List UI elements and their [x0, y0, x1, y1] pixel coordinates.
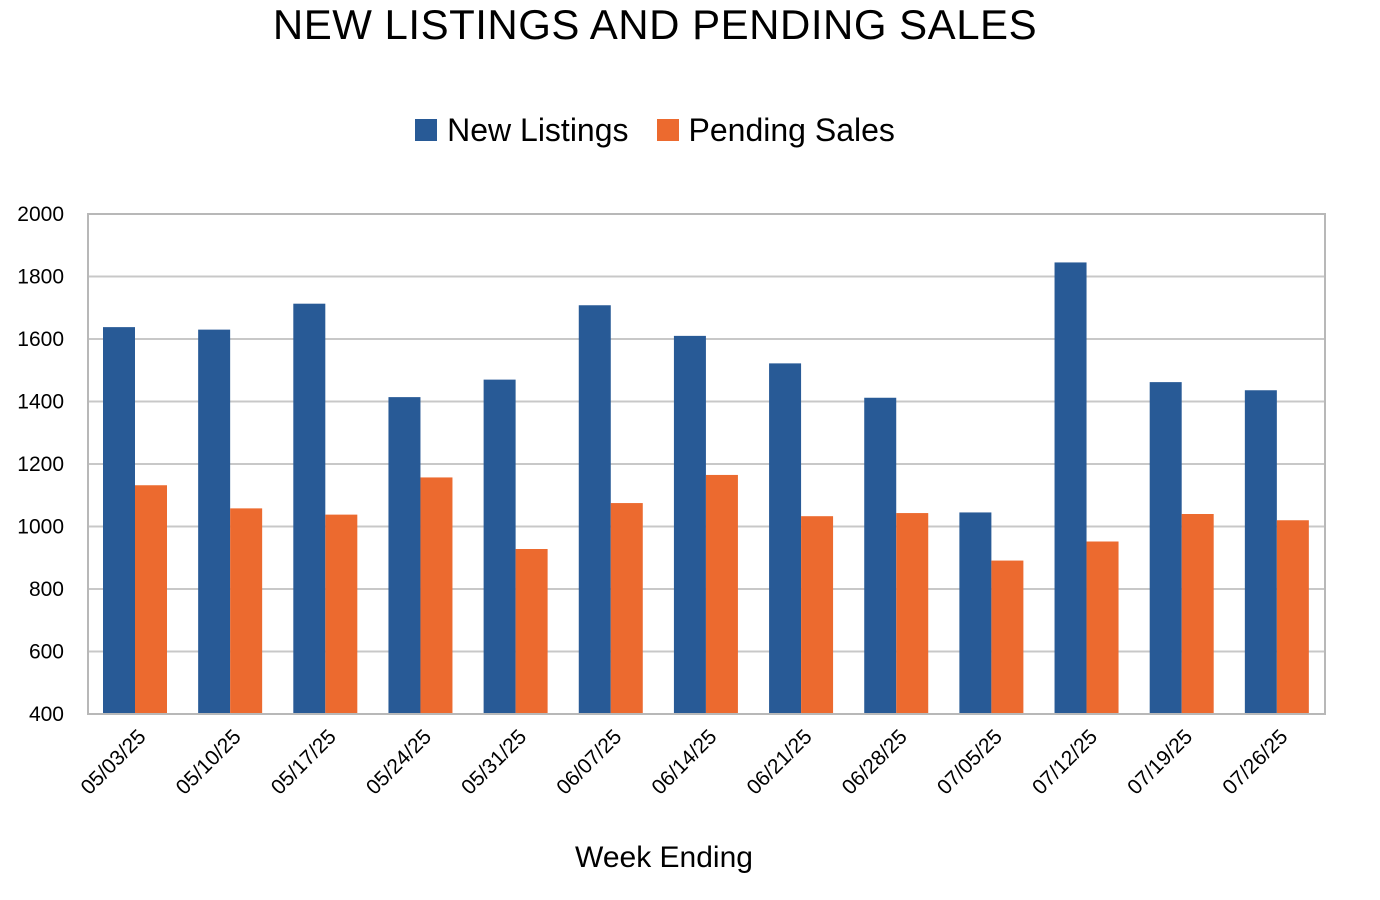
x-tick-label: 05/24/25 [362, 725, 436, 799]
bar-pending-sales [1086, 541, 1119, 714]
x-tick-label: 06/07/25 [552, 725, 626, 799]
chart-legend: New Listings Pending Sales [0, 110, 1310, 150]
y-tick-label: 1800 [17, 266, 64, 289]
bar-new-listings [388, 397, 421, 714]
legend-swatch-pending-sales [656, 119, 679, 141]
bar-new-listings [673, 335, 706, 714]
x-tick-label: 05/03/25 [76, 725, 150, 799]
bar-pending-sales [420, 477, 453, 714]
legend-label-pending-sales: Pending Sales [688, 112, 895, 148]
bars [103, 262, 1309, 714]
y-tick-labels: 400 600 800 1000 1200 1400 1600 1800 2000 [17, 203, 64, 726]
bar-new-listings [1244, 390, 1277, 714]
y-tick-label: 1400 [17, 391, 64, 414]
x-tick-label: 07/19/25 [1123, 725, 1197, 799]
x-tick-label: 07/12/25 [1028, 725, 1102, 799]
bar-pending-sales [325, 514, 358, 714]
x-tick-label: 05/31/25 [457, 725, 531, 799]
chart-title: NEW LISTINGS AND PENDING SALES [272, 1, 1038, 48]
x-tick-label: 07/26/25 [1218, 725, 1292, 799]
bar-pending-sales [705, 474, 738, 714]
x-tick-labels: 05/03/25 05/10/25 05/17/25 05/24/25 05/31/25… [76, 725, 1292, 799]
bar-new-listings [1149, 382, 1182, 714]
bar-new-listings [959, 512, 992, 714]
bar-pending-sales [515, 549, 548, 714]
y-tick-label: 600 [29, 641, 64, 664]
y-tick-label: 800 [29, 578, 64, 601]
bar-new-listings [293, 303, 326, 714]
bar-pending-sales [230, 508, 263, 714]
bar-new-listings [103, 327, 135, 714]
bar-pending-sales [1276, 520, 1309, 714]
bar-new-listings [198, 329, 231, 714]
x-tick-label: 05/10/25 [172, 725, 246, 799]
bar-new-listings [1054, 262, 1087, 714]
bar-pending-sales [610, 503, 643, 714]
bar-new-listings [483, 379, 516, 714]
bar-new-listings [864, 397, 897, 714]
bar-pending-sales [801, 516, 834, 714]
plot-frame [87, 213, 1326, 715]
x-tick-label: 05/17/25 [267, 725, 341, 799]
x-axis-title: Week Ending [575, 841, 753, 874]
bar-pending-sales [991, 560, 1024, 714]
y-tick-label: 1000 [17, 516, 64, 539]
y-tick-label: 400 [29, 703, 64, 726]
bar-pending-sales [896, 513, 929, 714]
y-tick-label: 2000 [17, 203, 64, 226]
y-tick-label: 1200 [17, 453, 64, 476]
legend-item-pending-sales: Pending Sales [656, 110, 895, 150]
bar-pending-sales [135, 485, 167, 714]
bar-new-listings [578, 305, 611, 714]
x-tick-label: 07/05/25 [933, 725, 1007, 799]
x-tick-label: 06/28/25 [838, 725, 912, 799]
x-tick-label: 06/21/25 [743, 725, 817, 799]
bar-new-listings [769, 363, 802, 714]
legend-label-new-listings: New Listings [447, 112, 629, 148]
legend-item-new-listings: New Listings [415, 110, 629, 150]
y-tick-label: 1600 [17, 328, 64, 351]
bar-pending-sales [1181, 514, 1214, 714]
legend-swatch-new-listings [415, 119, 438, 141]
x-tick-label: 06/14/25 [647, 725, 721, 799]
